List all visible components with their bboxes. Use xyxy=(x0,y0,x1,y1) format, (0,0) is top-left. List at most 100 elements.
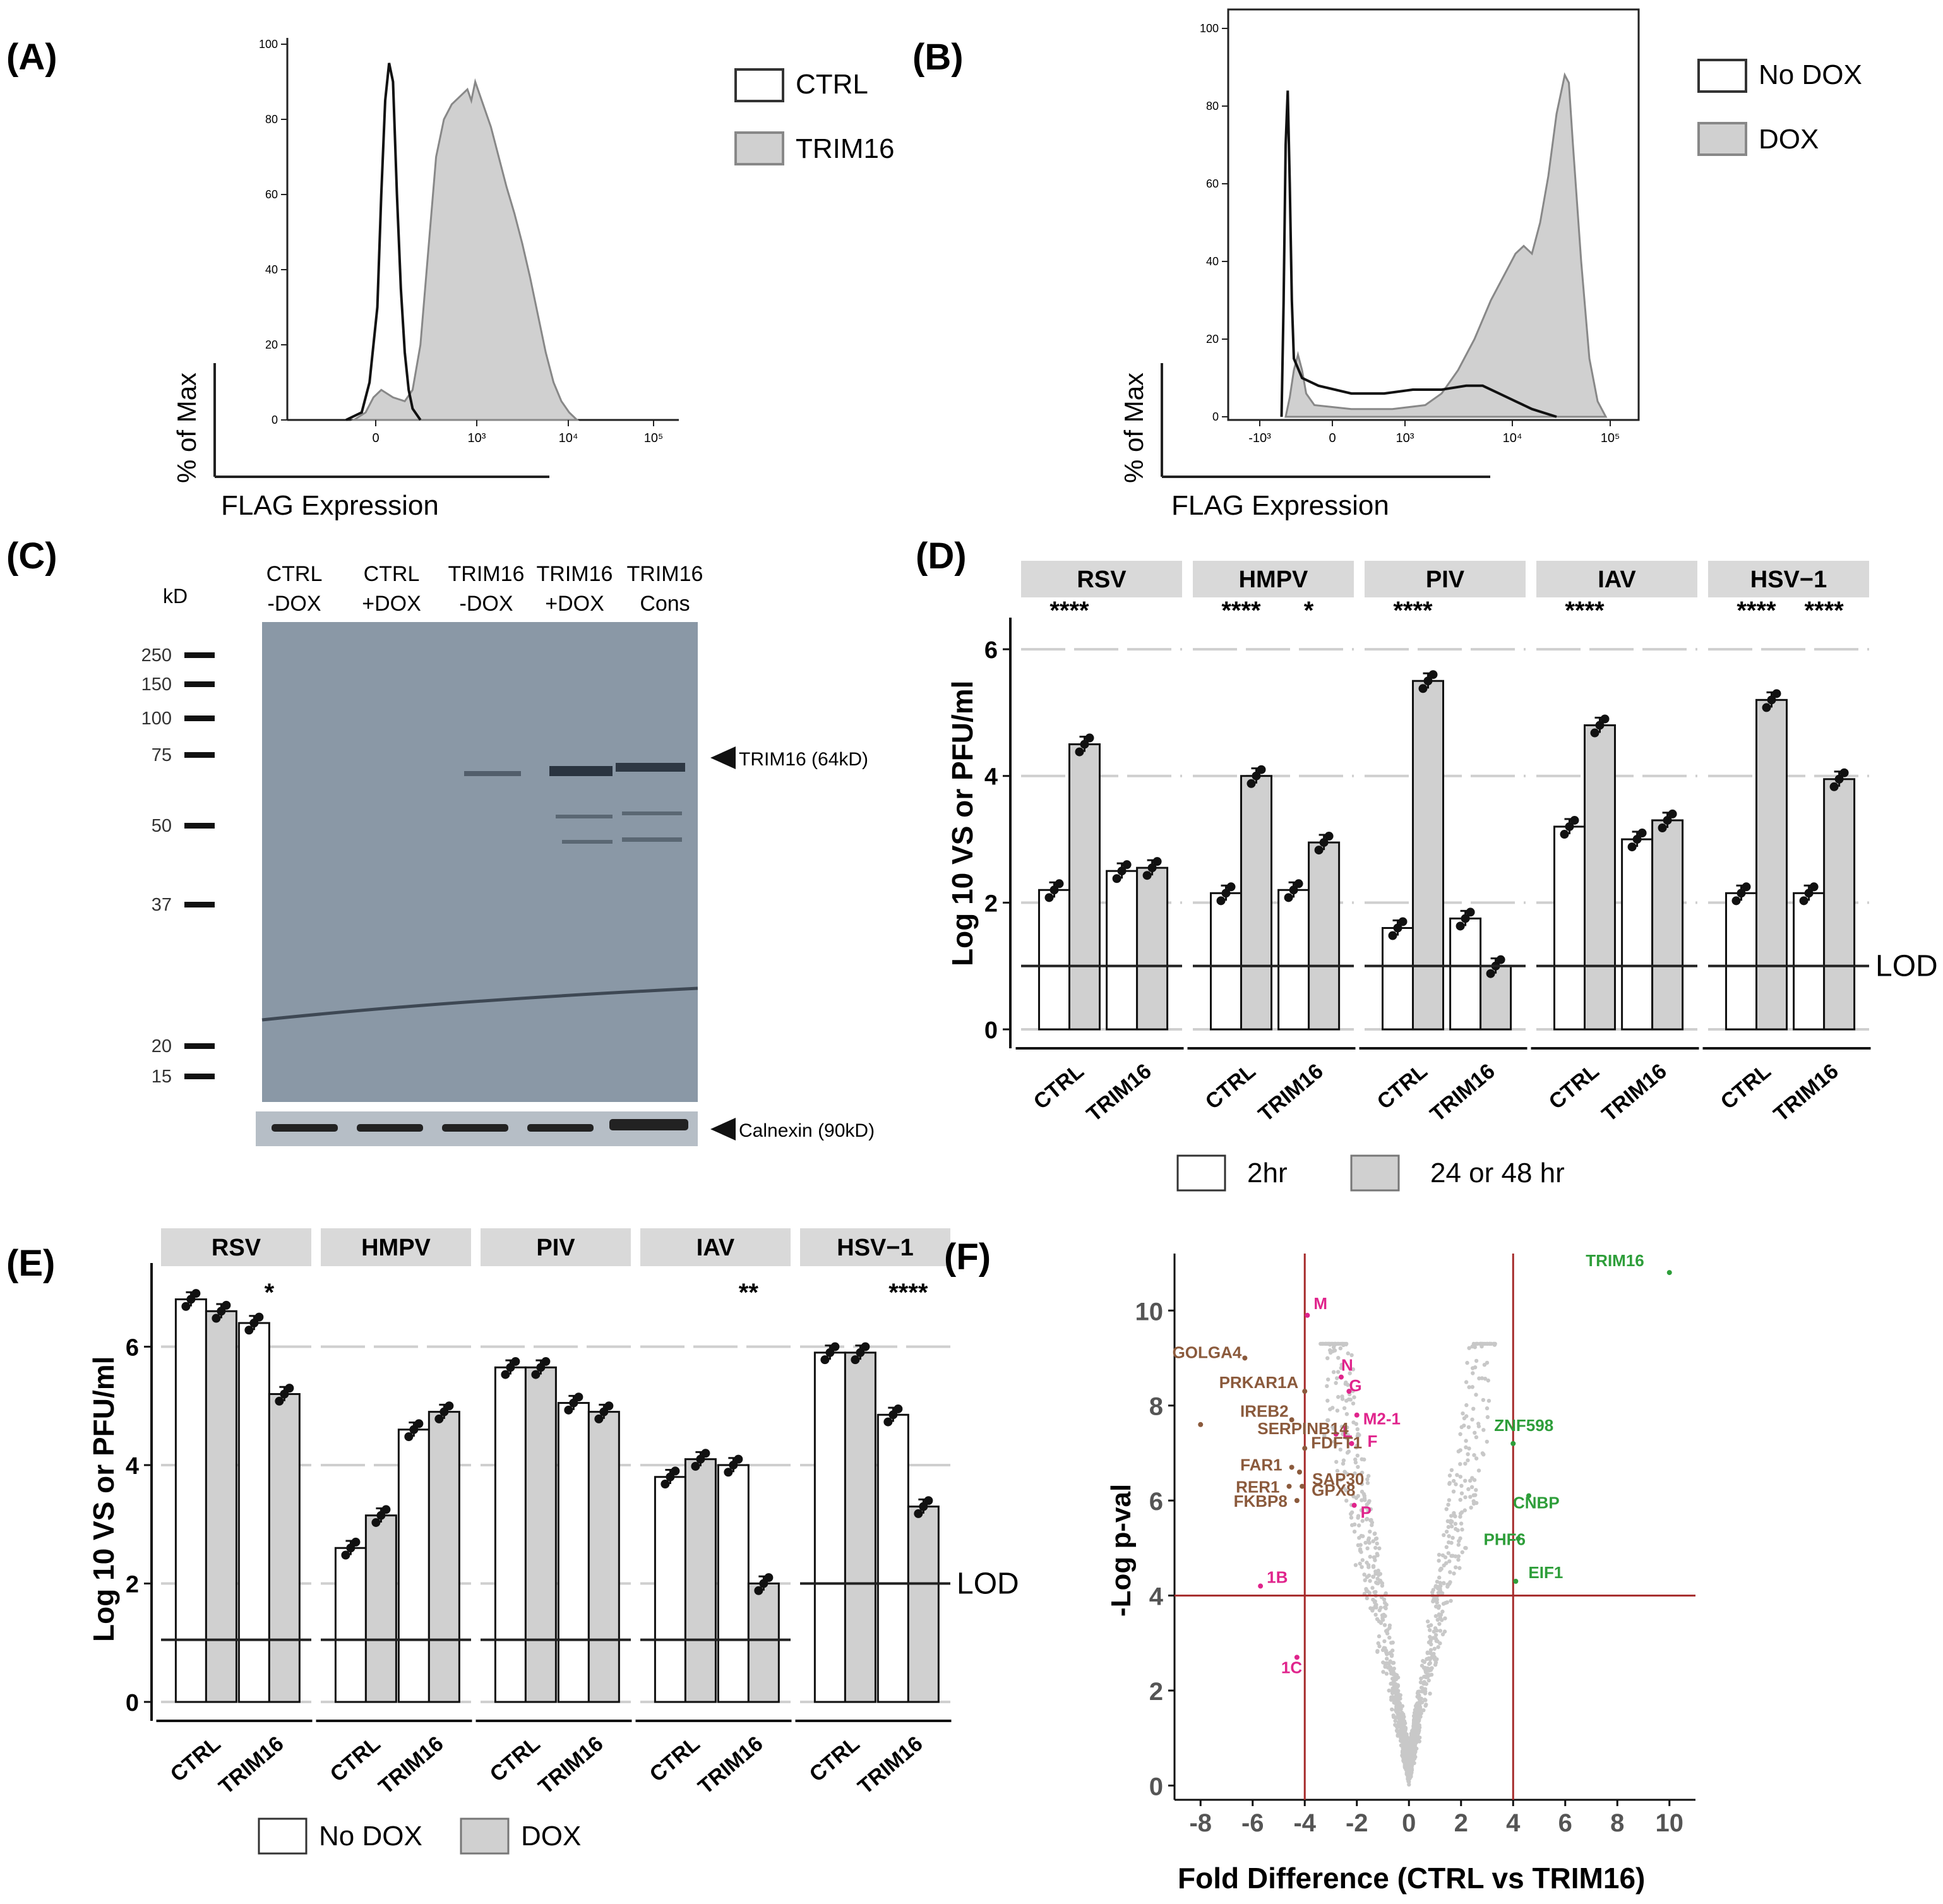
panel-f-point xyxy=(1335,1376,1339,1380)
panel-a-ytick-label: 40 xyxy=(265,263,278,276)
panel-c-marker-label: 20 xyxy=(152,1036,172,1057)
panel-f-point xyxy=(1401,1746,1405,1751)
panel-f-point xyxy=(1374,1603,1378,1607)
panel-f-point xyxy=(1352,1530,1357,1534)
panel-c-marker-label: 15 xyxy=(152,1067,172,1087)
panel-d-data-point xyxy=(1085,733,1094,743)
panel-e-ylabel: Log 10 VS or PFU/ml xyxy=(87,1356,120,1642)
panel-f-point xyxy=(1382,1612,1386,1617)
panel-f-point xyxy=(1461,1411,1465,1416)
panel-f-point xyxy=(1332,1439,1337,1444)
panel-f-point xyxy=(1388,1651,1393,1655)
panel-f-point xyxy=(1371,1606,1375,1610)
panel-e-legend-nodox-swatch xyxy=(258,1817,308,1855)
panel-d-data-point xyxy=(1486,969,1495,978)
panel-f-point xyxy=(1418,1680,1423,1685)
panel-e-legend-dox-swatch xyxy=(460,1817,510,1855)
panel-f-point xyxy=(1457,1566,1462,1571)
panel-b-ytick-label: 100 xyxy=(1200,22,1219,35)
panel-e-ytick-label: 4 xyxy=(126,1453,139,1480)
panel-f-highlight-point xyxy=(1302,1389,1308,1394)
panel-d-data-point xyxy=(1834,774,1844,784)
panel-d-data-point xyxy=(1080,739,1089,749)
panel-f-point xyxy=(1442,1533,1446,1537)
panel-f-point xyxy=(1396,1693,1401,1697)
panel-d-bar xyxy=(1449,917,1482,1031)
panel-e-bar xyxy=(844,1351,876,1703)
panel-d-data-point xyxy=(1466,907,1475,917)
panel-f-point xyxy=(1456,1543,1461,1547)
panel-d-data-point xyxy=(1772,689,1781,698)
panel-f-point xyxy=(1437,1552,1442,1557)
panel-d-bar xyxy=(1823,778,1856,1031)
panel-a-ytick-label: 80 xyxy=(265,113,278,126)
panel-e-category-label: TRIM16 xyxy=(693,1732,767,1799)
panel-f-point xyxy=(1365,1477,1370,1482)
panel-f-point xyxy=(1431,1636,1436,1640)
panel-e-chart: 0246RSVCTRLTRIM16*HMPVCTRLTRIM16PIVCTRLT… xyxy=(126,1228,1019,1799)
panel-e-bar xyxy=(397,1428,430,1703)
panel-d-bar xyxy=(1793,892,1826,1031)
panel-f-point xyxy=(1387,1636,1392,1640)
panel-c-band-label-calnexin: Calnexin (90kD) xyxy=(739,1120,875,1141)
panel-f-point xyxy=(1355,1427,1360,1432)
panel-f-point xyxy=(1479,1341,1484,1346)
panel-f-point xyxy=(1447,1481,1452,1485)
panel-f-point xyxy=(1336,1356,1341,1360)
panel-f-point xyxy=(1366,1509,1370,1513)
panel-e-facet-label: RSV xyxy=(212,1235,261,1261)
panel-f-point xyxy=(1465,1360,1469,1365)
panel-f-point xyxy=(1375,1581,1379,1586)
panel-d-data-point xyxy=(1731,896,1741,906)
panel-c-marker-tick xyxy=(184,1043,215,1049)
panel-f-point xyxy=(1377,1644,1382,1649)
panel-f-point xyxy=(1367,1591,1372,1595)
panel-f-point xyxy=(1428,1667,1433,1671)
panel-f-point xyxy=(1422,1680,1426,1685)
panel-f-point xyxy=(1485,1406,1490,1411)
panel-e-category-label: TRIM16 xyxy=(534,1732,607,1799)
panel-f-point xyxy=(1365,1560,1369,1565)
panel-f-point xyxy=(1435,1598,1439,1602)
panel-f-point xyxy=(1373,1571,1378,1576)
panel-f-point xyxy=(1456,1557,1461,1562)
panel-a-ytick-label: 0 xyxy=(272,414,278,426)
panel-f-point xyxy=(1407,1782,1411,1787)
panel-f-point xyxy=(1376,1641,1380,1646)
panel-f-point xyxy=(1469,1485,1474,1489)
panel-f-point xyxy=(1399,1732,1404,1736)
panel-f-point xyxy=(1403,1728,1408,1733)
panel-f-point xyxy=(1398,1696,1402,1701)
panel-f-point xyxy=(1401,1741,1406,1746)
panel-c-marker-tick xyxy=(184,1074,215,1079)
panel-f-point xyxy=(1394,1728,1399,1733)
panel-b-legend-dox-swatch xyxy=(1697,122,1747,156)
panel-f-point xyxy=(1365,1481,1370,1485)
panel-d-bar xyxy=(1210,892,1242,1031)
panel-c-marker-label: 37 xyxy=(152,895,172,915)
panel-e-data-point xyxy=(249,1319,259,1327)
panel-f-point xyxy=(1471,1406,1476,1411)
panel-f-point xyxy=(1481,1398,1486,1403)
panel-d-data-point xyxy=(1590,728,1599,738)
panel-c-marker-label: 150 xyxy=(141,674,172,695)
panel-e-data-point xyxy=(661,1480,670,1488)
panel-f-point xyxy=(1346,1472,1350,1476)
panel-c-calnexin-band xyxy=(272,1124,338,1132)
panel-f-point xyxy=(1390,1707,1394,1712)
panel-c-marker-tick xyxy=(184,715,215,721)
panel-f-point xyxy=(1406,1745,1411,1750)
panel-f-point xyxy=(1464,1439,1468,1443)
panel-f-point xyxy=(1346,1351,1350,1356)
panel-f-point xyxy=(1436,1591,1441,1595)
panel-e-bar xyxy=(587,1411,620,1703)
panel-f-point xyxy=(1361,1534,1365,1538)
panel-f-point xyxy=(1395,1705,1399,1709)
panel-e-bar xyxy=(557,1402,590,1703)
panel-e-category-label: TRIM16 xyxy=(214,1732,288,1799)
panel-f-xtick-label: 8 xyxy=(1610,1809,1624,1837)
panel-b-xlabel: FLAG Expression xyxy=(1171,490,1389,521)
panel-f-point xyxy=(1377,1634,1382,1639)
panel-f-point xyxy=(1446,1502,1450,1507)
panel-f-point xyxy=(1428,1638,1433,1643)
